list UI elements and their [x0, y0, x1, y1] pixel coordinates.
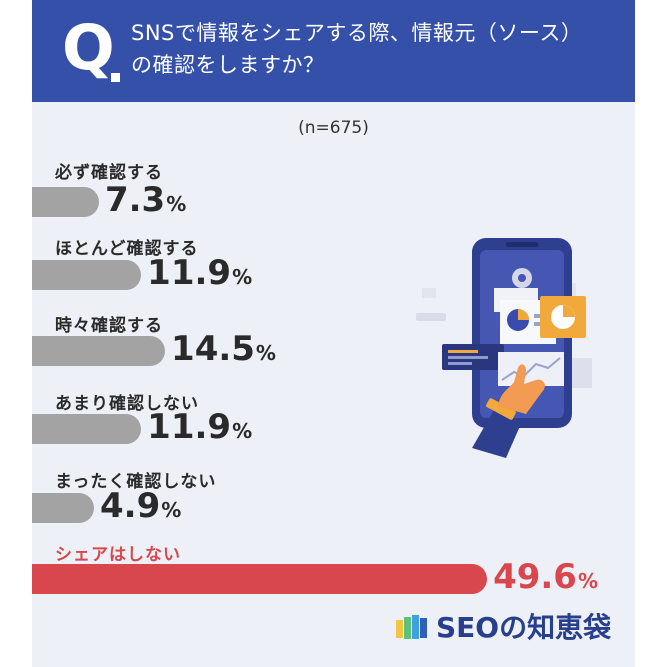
- question-title: SNSで情報をシェアする際、情報元（ソース） の確認をしますか？: [131, 17, 631, 81]
- bar-value-number: 11.9: [147, 407, 232, 447]
- bar-value-label: 14.5%: [171, 330, 276, 374]
- bar: [32, 493, 94, 523]
- bar-value-number: 49.6: [493, 557, 577, 597]
- bar-value-label: 11.9%: [147, 254, 252, 298]
- bar: [32, 260, 142, 290]
- bar-value-percent: %: [161, 498, 182, 522]
- question-title-line2: の確認をしますか？: [131, 53, 325, 77]
- logo-text: SEOの知恵袋: [436, 611, 612, 644]
- smartphone-illustration-icon: [416, 238, 592, 458]
- bar-value-label: 49.6%: [493, 558, 598, 602]
- bar-value-percent: %: [166, 192, 187, 216]
- bar-value-percent: %: [232, 419, 253, 443]
- bar-category-label: 時々確認する: [55, 316, 163, 336]
- sample-size-label: (n=675): [298, 118, 369, 138]
- bar-value-percent: %: [577, 569, 599, 593]
- logo-mark-icon: [396, 615, 427, 639]
- bar-value-percent: %: [255, 341, 276, 365]
- bar-category-label: まったく確認しない: [55, 472, 217, 492]
- question-title-line1: SNSで情報をシェアする際、情報元（ソース）: [131, 21, 583, 45]
- question-q-letter: Q: [62, 11, 115, 84]
- bar-value-label: 11.9%: [147, 408, 252, 452]
- bar-value-number: 4.9: [100, 486, 161, 526]
- bar-category-label: シェアはしない: [55, 545, 181, 565]
- bar-value-number: 11.9: [147, 253, 232, 293]
- bar-value-label: 4.9%: [100, 487, 181, 531]
- bar: [32, 187, 99, 217]
- question-mark-icon: Q: [62, 11, 122, 86]
- chart-panel: Q SNSで情報をシェアする際、情報元（ソース） の確認をしますか？ (n=67…: [32, 0, 635, 667]
- bar: [32, 414, 142, 444]
- bar-category-label: ほとんど確認する: [55, 239, 199, 259]
- bar: [32, 564, 488, 594]
- bar-value-label: 7.3%: [105, 181, 186, 225]
- question-q-dot: [111, 73, 120, 82]
- bar-value-number: 14.5: [171, 329, 255, 369]
- question-header: Q SNSで情報をシェアする際、情報元（ソース） の確認をしますか？: [32, 0, 635, 102]
- bar-category-label: あまり確認しない: [55, 394, 199, 414]
- bar-value-number: 7.3: [104, 180, 166, 220]
- bar-value-percent: %: [232, 265, 253, 289]
- bar-category-label: 必ず確認する: [55, 163, 163, 183]
- bar: [32, 336, 166, 366]
